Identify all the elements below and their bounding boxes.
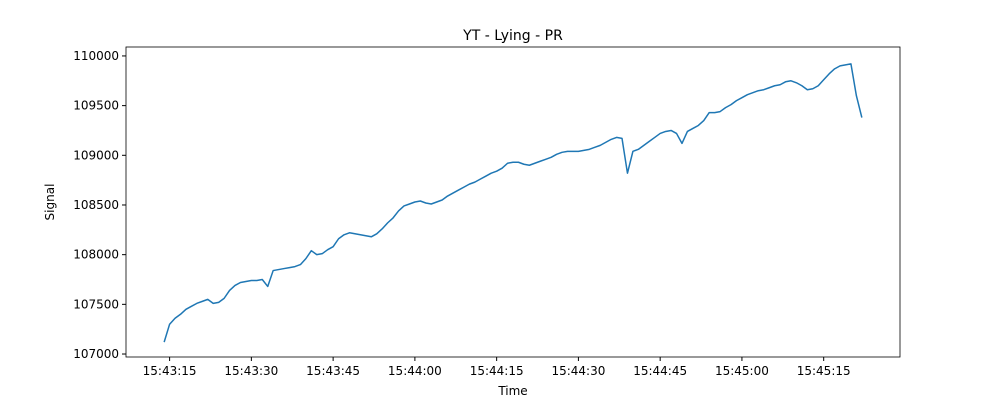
x-tick-label: 15:45:15 [797,364,851,378]
chart-title: YT - Lying - PR [462,28,563,44]
x-tick-label: 15:43:45 [306,364,360,378]
y-tick-label: 108000 [73,248,119,262]
y-tick-label: 108500 [73,198,119,212]
x-axis-label: Time [497,384,527,398]
x-tick-label: 15:43:30 [224,364,278,378]
x-tick-label: 15:43:15 [143,364,197,378]
x-tick-label: 15:44:15 [470,364,524,378]
x-tick-label: 15:44:30 [551,364,605,378]
y-axis-label: Signal [43,184,57,221]
x-tick-label: 15:45:00 [715,364,769,378]
y-tick-label: 109000 [73,148,119,162]
y-tick-label: 107000 [73,347,119,361]
x-tick-label: 15:44:00 [388,364,442,378]
plot-frame [125,46,901,358]
x-tick-label: 15:44:45 [633,364,687,378]
y-tick-label: 110000 [73,49,119,63]
data-line [163,63,863,343]
y-tick-label: 107500 [73,297,119,311]
y-tick-label: 109500 [73,99,119,113]
